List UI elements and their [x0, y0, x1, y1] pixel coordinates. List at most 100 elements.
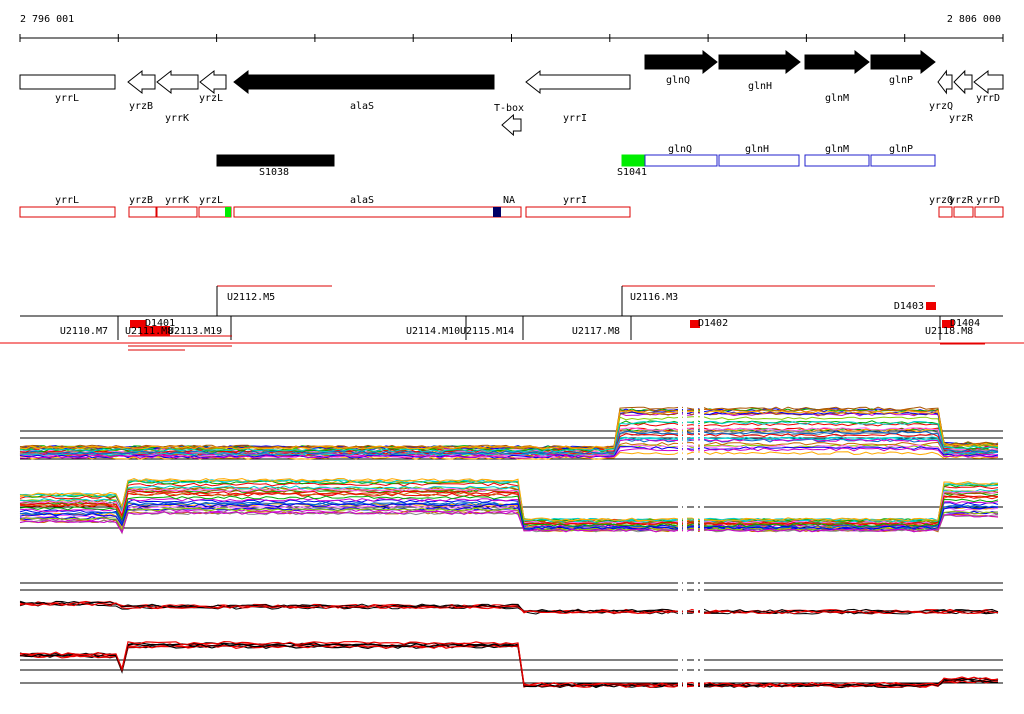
expression-line: [19, 510, 999, 534]
expression-line: [19, 602, 999, 615]
segment-box: [130, 320, 146, 328]
gap: [683, 395, 687, 695]
annotation-box: [938, 206, 953, 218]
segment-label: U2112.M5: [227, 292, 275, 303]
ruler-start: 2 796 001: [20, 14, 74, 25]
expression-line: [19, 643, 999, 688]
gene-label: yrrD: [976, 93, 1000, 104]
gene-arrow: [804, 49, 870, 75]
expression-line: [19, 644, 999, 689]
expression-line: [19, 430, 999, 455]
marker: [225, 207, 231, 217]
region-label: S1038: [259, 167, 289, 178]
annotation-label: yrrK: [165, 195, 189, 206]
expression-line: [19, 644, 999, 689]
gene-arrow: [199, 69, 227, 95]
segment-label: U2116.M3: [630, 292, 678, 303]
region: [621, 154, 646, 167]
gap: [700, 395, 704, 695]
segment-label: D1403: [894, 301, 924, 312]
region: [216, 154, 335, 167]
gene-arrow: [19, 74, 116, 90]
segment-label: U2110.M7: [60, 326, 108, 337]
expression-line: [19, 502, 999, 530]
gene-label: glnQ: [666, 75, 690, 86]
marker: [493, 207, 501, 217]
region-label: S1041: [617, 167, 647, 178]
expression-line: [19, 503, 999, 530]
annotation-label: alaS: [350, 195, 374, 206]
annotation-box: [974, 206, 1004, 218]
region-label: glnP: [889, 144, 913, 155]
region-label: glnM: [825, 144, 849, 155]
expression-line: [19, 436, 999, 457]
segment-box: [942, 320, 954, 328]
annotation-label: yrrL: [55, 195, 79, 206]
ruler-end: 2 806 000: [947, 14, 1001, 25]
region-label: glnH: [745, 144, 769, 155]
region: [644, 154, 718, 167]
segment-label: D1404: [950, 318, 980, 329]
expression-line: [19, 447, 999, 459]
gene-label: alaS: [350, 101, 374, 112]
annotation-label: yrzB: [129, 195, 153, 206]
gene-label: glnP: [889, 75, 913, 86]
segment-label: U2113.M19: [168, 326, 222, 337]
annotation-box: [19, 206, 116, 218]
expression-line: [19, 497, 999, 528]
expression-line: [19, 600, 999, 613]
expression-line: [19, 601, 999, 614]
expression-line: [19, 479, 999, 522]
annotation-label: yrzQ: [929, 195, 953, 206]
expression-line: [19, 643, 999, 688]
gene-arrow: [953, 69, 973, 95]
segment-box: [690, 320, 700, 328]
gene-label: yrrL: [55, 93, 79, 104]
gene-arrow: [937, 69, 953, 95]
segment-label: U2118.M8: [925, 326, 973, 337]
gap: [694, 395, 698, 695]
gene-label: glnH: [748, 81, 772, 92]
gene-label: yrrI: [563, 113, 587, 124]
gene-arrow: [644, 49, 718, 75]
annotation-label: yrrI: [563, 195, 587, 206]
segment-box: [140, 326, 170, 336]
segment-label: D1402: [698, 318, 728, 329]
expression-line: [20, 477, 999, 522]
annotation-box: [525, 206, 631, 218]
expression-line: [19, 511, 999, 535]
gene-arrow: [156, 69, 199, 95]
annotation-label: NA: [503, 195, 515, 206]
gene-arrow: [525, 69, 631, 95]
gene-label: glnM: [825, 93, 849, 104]
expression-line: [19, 495, 999, 528]
region: [804, 154, 870, 167]
region: [718, 154, 800, 167]
expression-line: [19, 410, 999, 450]
gene-arrow: [233, 69, 495, 95]
expression-line: [19, 420, 999, 453]
segment-box: [926, 302, 936, 310]
annotation-box: [233, 206, 522, 218]
gene-arrow: [870, 49, 936, 75]
gene-label: yrzL: [199, 93, 223, 104]
annotation-label: yrzL: [199, 195, 223, 206]
gene-arrow: [127, 69, 156, 95]
gene-label: yrzQ: [929, 101, 953, 112]
gene-arrow: [501, 113, 522, 137]
segment-label: U2114.M10: [406, 326, 460, 337]
expression-line: [19, 640, 999, 687]
annotation-label: yrrD: [976, 195, 1000, 206]
annotation-box: [128, 206, 157, 218]
region-label: glnQ: [668, 144, 692, 155]
segment-label: U2115.M14: [460, 326, 514, 337]
expression-line: [19, 642, 999, 687]
expression-line: [19, 446, 999, 459]
gene-label: T-box: [494, 103, 524, 114]
region: [870, 154, 936, 167]
gene-label: yrrK: [165, 113, 189, 124]
gene-arrow: [973, 69, 1004, 95]
segment-label: U2111.M8: [125, 326, 173, 337]
